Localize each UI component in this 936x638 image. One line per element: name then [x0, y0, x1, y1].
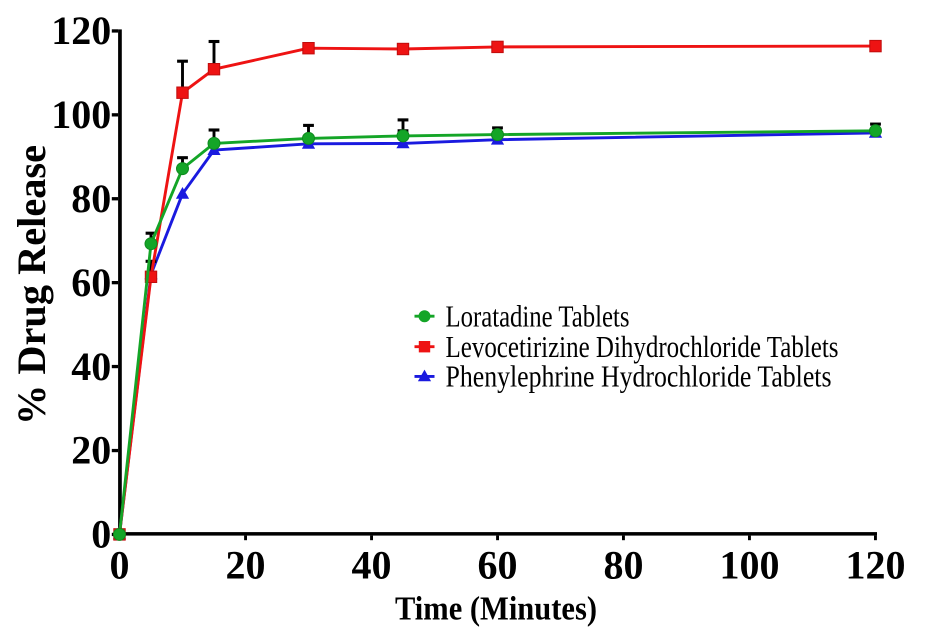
svg-text:120: 120 [51, 8, 111, 53]
svg-text:20: 20 [226, 543, 266, 588]
svg-text:Loratadine Tablets: Loratadine Tablets [446, 298, 630, 333]
svg-text:40: 40 [71, 344, 111, 389]
svg-text:100: 100 [51, 92, 111, 137]
svg-text:120: 120 [846, 543, 906, 588]
svg-text:100: 100 [720, 543, 780, 588]
svg-text:Phenylephrine Hydrochloride Ta: Phenylephrine Hydrochloride Tablets [446, 359, 832, 394]
svg-text:80: 80 [604, 543, 644, 588]
svg-text:20: 20 [71, 428, 111, 473]
svg-text:60: 60 [71, 260, 111, 305]
svg-text:80: 80 [71, 176, 111, 221]
svg-text:0: 0 [110, 543, 130, 588]
svg-text:0: 0 [91, 512, 111, 557]
svg-text:% Drug Release: % Drug Release [9, 145, 54, 425]
svg-text:Time (Minutes): Time (Minutes) [395, 591, 597, 628]
svg-text:40: 40 [352, 543, 392, 588]
svg-text:60: 60 [478, 543, 518, 588]
svg-text:Levocetirizine Dihydrochloride: Levocetirizine Dihydrochloride Tablets [446, 329, 839, 364]
